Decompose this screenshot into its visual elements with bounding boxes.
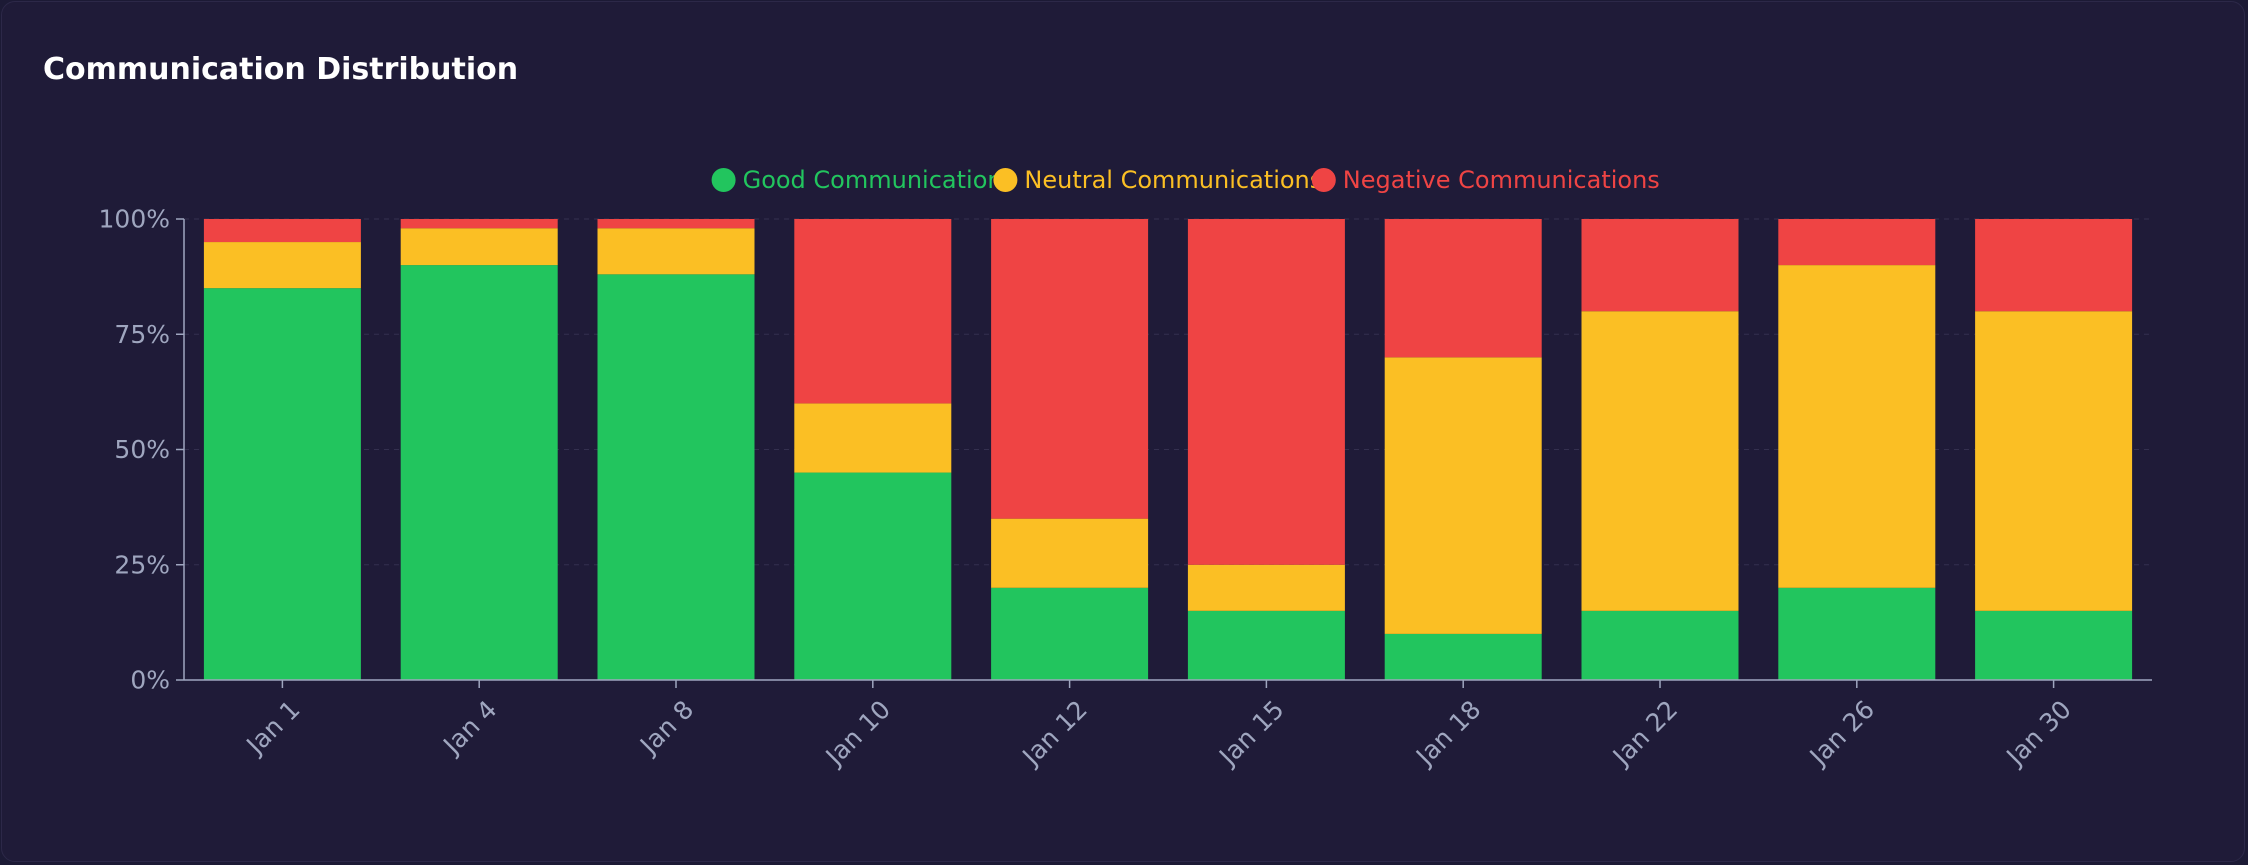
bar-good-1[interactable] <box>203 288 361 680</box>
bar-neutral-7[interactable] <box>1384 357 1542 634</box>
bar-negative-8[interactable] <box>1581 219 1739 312</box>
x-tick-label: Jan 1 <box>240 695 306 761</box>
bar-good-5[interactable] <box>991 587 1149 680</box>
bar-good-10[interactable] <box>1975 610 2133 680</box>
bar-negative-3[interactable] <box>597 219 755 229</box>
legend-swatch-negative[interactable] <box>1311 168 1336 192</box>
bar-neutral-10[interactable] <box>1975 311 2133 611</box>
bar-good-7[interactable] <box>1384 633 1542 680</box>
x-tick-label: Jan 18 <box>1409 695 1486 772</box>
bar-negative-2[interactable] <box>400 219 558 229</box>
bar-negative-10[interactable] <box>1975 219 2133 312</box>
bar-good-6[interactable] <box>1187 610 1345 680</box>
legend-label-neutral[interactable]: Neutral Communications <box>1024 166 1322 194</box>
bar-good-8[interactable] <box>1581 610 1739 680</box>
bar-neutral-4[interactable] <box>794 403 952 473</box>
legend-swatch-neutral[interactable] <box>993 168 1018 192</box>
x-tick-label: Jan 12 <box>1016 695 1093 772</box>
bar-negative-6[interactable] <box>1187 219 1345 565</box>
bar-good-2[interactable] <box>400 265 558 680</box>
y-tick-label: 100% <box>99 205 170 234</box>
x-tick-label: Jan 15 <box>1212 695 1289 772</box>
bar-neutral-2[interactable] <box>400 228 558 266</box>
card-title: Communication Distribution <box>43 52 519 87</box>
bar-good-4[interactable] <box>794 472 952 680</box>
bar-neutral-3[interactable] <box>597 228 755 275</box>
y-tick-label: 50% <box>114 435 170 464</box>
y-tick-label: 75% <box>114 320 170 349</box>
bar-neutral-1[interactable] <box>203 242 361 289</box>
legend-swatch-good[interactable] <box>711 168 736 192</box>
x-tick-label: Jan 8 <box>633 695 699 761</box>
bar-negative-4[interactable] <box>794 219 952 404</box>
x-tick-label: Jan 30 <box>2000 695 2077 772</box>
bar-negative-1[interactable] <box>203 219 361 243</box>
bar-negative-7[interactable] <box>1384 219 1542 358</box>
x-tick-label: Jan 4 <box>436 695 502 761</box>
legend: Good Communications Neutral Communication… <box>711 166 1660 194</box>
y-tick-label: 0% <box>130 666 170 695</box>
x-tick-label: Jan 26 <box>1803 695 1880 772</box>
bar-good-3[interactable] <box>597 274 755 680</box>
legend-label-good[interactable]: Good Communications <box>743 166 1016 194</box>
bar-good-9[interactable] <box>1778 587 1936 680</box>
x-tick-label: Jan 10 <box>819 695 896 772</box>
x-tick-label: Jan 22 <box>1606 695 1683 772</box>
y-tick-label: 25% <box>114 550 170 579</box>
bars <box>203 219 2133 680</box>
bar-neutral-5[interactable] <box>991 518 1149 588</box>
bar-negative-9[interactable] <box>1778 219 1936 266</box>
bar-neutral-6[interactable] <box>1187 564 1345 611</box>
bar-neutral-8[interactable] <box>1581 311 1739 611</box>
legend-label-negative[interactable]: Negative Communications <box>1343 166 1660 194</box>
bar-negative-5[interactable] <box>991 219 1149 519</box>
bar-neutral-9[interactable] <box>1778 265 1936 588</box>
